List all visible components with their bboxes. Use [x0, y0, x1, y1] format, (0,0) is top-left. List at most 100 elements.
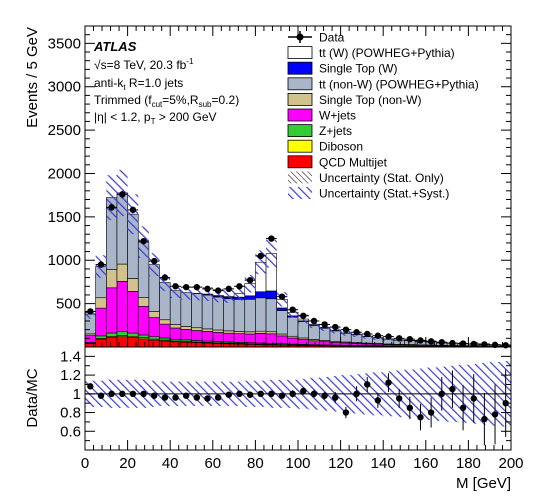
x-tick-label: 120	[328, 455, 353, 472]
bar-w-jets	[350, 343, 363, 346]
ratio-point	[406, 404, 414, 412]
bar-single-top-non-w	[191, 327, 203, 331]
tick-labels: 0 20 40 60 80 100 120 140 160 180 200 500 1000 1500 20…	[48, 35, 524, 472]
uncertainty-bin	[223, 289, 235, 303]
bar-single-top-non-w	[137, 297, 150, 307]
bar-z-jets	[95, 335, 107, 339]
uncertainty-bin	[212, 288, 224, 303]
energy-label: √s=8 TeV, 20.3 fb-1	[94, 57, 194, 72]
bar-qcd-multijet	[180, 341, 192, 347]
uncertainty-bin	[191, 286, 203, 301]
data-point	[236, 283, 243, 290]
ratio-point	[300, 387, 307, 395]
ratio-point	[353, 390, 360, 398]
data-point	[491, 341, 499, 349]
bar-w-jets	[223, 332, 235, 343]
bar-single-top-w	[265, 290, 277, 300]
bar-single-top-w	[276, 307, 288, 311]
ratio-point	[193, 394, 201, 401]
ratio-point	[491, 411, 499, 418]
bar-w-jets	[137, 306, 150, 336]
data-point	[225, 285, 232, 293]
ratio-point	[225, 391, 232, 398]
data-point	[321, 321, 328, 328]
legend-label: Data	[319, 31, 345, 45]
jets-label: anti-kt R=1.0 jets	[94, 76, 183, 92]
bar-tt-non-w-powheg-pythia	[233, 298, 246, 332]
bar-single-top-non-w	[233, 331, 246, 334]
ratio-point	[246, 391, 254, 398]
xlabel: M [GeV]	[456, 475, 511, 492]
ratio-points	[85, 369, 511, 446]
legend-swatch	[287, 124, 313, 137]
uncertainty-bin	[170, 283, 181, 299]
ratio-point	[502, 399, 509, 407]
uncertainty-bin	[180, 285, 192, 300]
uncertainty-bin	[202, 287, 213, 301]
legend-label: Uncertainty (Stat. Only)	[319, 171, 444, 185]
bar-tt-non-w-powheg-pythia	[297, 321, 309, 339]
legend-label: Uncertainty (Stat.+Syst.)	[319, 187, 449, 201]
ratio-point	[108, 390, 115, 398]
x-tick-label: 140	[371, 455, 396, 472]
legend-label: Z+jets	[319, 124, 352, 138]
y-tick-label-upper: 1500	[48, 209, 81, 226]
bar-z-jets	[116, 331, 128, 336]
bar-w-jets	[233, 333, 246, 343]
bar-tt-non-w-powheg-pythia	[223, 298, 235, 332]
y-tick-label-lower: 0.6	[60, 423, 81, 440]
ratio-point	[395, 395, 403, 402]
data-point	[278, 293, 286, 300]
x-tick-label: 80	[247, 455, 264, 472]
data-point	[385, 333, 392, 340]
data-point	[470, 340, 477, 348]
bar-qcd-multijet	[95, 338, 107, 347]
ratio-point	[289, 390, 296, 398]
bar-single-top-non-w	[95, 297, 107, 309]
data-point	[438, 339, 445, 346]
bar-single-top-non-w	[223, 330, 235, 334]
data-point	[161, 274, 169, 281]
uncertainty-bin	[127, 194, 139, 235]
data-point	[172, 283, 179, 290]
ratio-point	[129, 390, 137, 398]
data-point	[427, 338, 435, 345]
data-point	[406, 335, 414, 343]
ratio-point	[182, 392, 190, 399]
bar-w-jets	[308, 340, 320, 345]
uncertainty-bin	[159, 274, 171, 291]
ratio-point	[161, 394, 169, 401]
bar-single-top-non-w	[106, 269, 118, 289]
x-tick-label: 160	[413, 455, 438, 472]
bar-z-jets	[148, 336, 160, 340]
data-point	[310, 317, 318, 325]
bar-single-top-non-w	[201, 328, 214, 332]
data-point	[332, 323, 339, 331]
data-point	[395, 335, 403, 342]
upper-ylabel: Events / 5 GeV	[24, 27, 41, 128]
y-tick-label-upper: 3500	[48, 35, 81, 52]
data-point	[268, 235, 275, 242]
bar-w-jets	[244, 333, 256, 343]
ratio-point	[427, 409, 435, 416]
data-point	[140, 237, 147, 245]
legend-label: tt (W) (POWHEG+Pythia)	[319, 46, 455, 60]
data-point	[417, 337, 424, 344]
data-point	[449, 339, 456, 347]
data-point	[129, 206, 137, 214]
data-point	[342, 326, 350, 333]
data-point	[459, 340, 467, 347]
bar-qcd-multijet	[191, 342, 203, 347]
lower-ylabel: Data/MC	[24, 368, 41, 427]
ratio-point	[481, 415, 488, 423]
ratio-point	[97, 392, 105, 399]
ratio-point	[342, 409, 350, 416]
ratio-point	[151, 392, 158, 399]
bar-qcd-multijet	[116, 336, 128, 347]
bar-w-jets	[116, 281, 128, 333]
data-point	[289, 306, 296, 313]
data-point	[204, 285, 211, 293]
legend-hatch-black	[288, 171, 312, 184]
bar-z-jets	[159, 337, 171, 341]
ratio-point	[470, 395, 477, 402]
